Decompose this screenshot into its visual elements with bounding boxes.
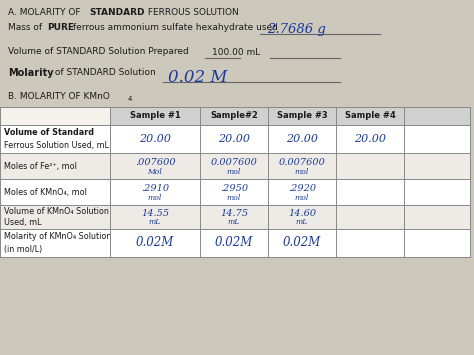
- Text: mol: mol: [227, 194, 241, 202]
- Text: FERROUS SOLUTION: FERROUS SOLUTION: [145, 8, 239, 17]
- Text: 0.02M: 0.02M: [136, 236, 174, 250]
- Text: Mass of: Mass of: [8, 23, 45, 32]
- Text: 2.7686 g: 2.7686 g: [267, 23, 326, 36]
- Text: 20.00: 20.00: [354, 134, 386, 144]
- Text: of STANDARD Solution: of STANDARD Solution: [52, 68, 156, 77]
- Text: Volume of Standard: Volume of Standard: [4, 129, 94, 137]
- Text: Ferrous Solution Used, mL: Ferrous Solution Used, mL: [4, 141, 109, 150]
- Text: 4: 4: [128, 96, 132, 102]
- Text: Moles of Fe²⁺, mol: Moles of Fe²⁺, mol: [4, 162, 77, 170]
- Text: Mol: Mol: [147, 168, 163, 176]
- Bar: [0, 153, 470, 179]
- Text: B. MOLARITY OF KMnO: B. MOLARITY OF KMnO: [8, 92, 110, 101]
- Text: mol: mol: [227, 168, 241, 176]
- Text: .2910: .2910: [141, 184, 169, 193]
- Text: A. MOLARITY OF: A. MOLARITY OF: [8, 8, 83, 17]
- Text: 14.60: 14.60: [288, 209, 316, 218]
- Text: 0.007600: 0.007600: [210, 158, 257, 166]
- Text: PURE: PURE: [47, 23, 74, 32]
- Text: Sample#2: Sample#2: [210, 111, 258, 120]
- Bar: [0, 229, 470, 257]
- Text: Molarity: Molarity: [8, 68, 54, 78]
- Text: Volume of STANDARD Solution Prepared: Volume of STANDARD Solution Prepared: [8, 47, 189, 56]
- Bar: [0, 125, 470, 153]
- Text: ferrous ammonium sulfate hexahydrate used: ferrous ammonium sulfate hexahydrate use…: [70, 23, 278, 32]
- Text: Moles of KMnO₄, mol: Moles of KMnO₄, mol: [4, 187, 87, 197]
- Text: 14.75: 14.75: [220, 209, 248, 218]
- Text: 14.55: 14.55: [141, 209, 169, 218]
- Bar: [0, 107, 470, 257]
- Text: (in mol/L): (in mol/L): [4, 245, 42, 254]
- Bar: [0, 179, 470, 205]
- Bar: [110, 107, 470, 125]
- Text: mL: mL: [228, 218, 240, 226]
- Text: 0.02 M: 0.02 M: [168, 69, 228, 86]
- Text: mol: mol: [295, 168, 309, 176]
- Text: 20.00: 20.00: [286, 134, 318, 144]
- Text: 0.007600: 0.007600: [279, 158, 326, 166]
- Text: .2950: .2950: [220, 184, 248, 193]
- Text: .007600: .007600: [135, 158, 175, 166]
- Text: 20.00: 20.00: [139, 134, 171, 144]
- Text: mol: mol: [295, 194, 309, 202]
- Text: Volume of KMnO₄ Solution: Volume of KMnO₄ Solution: [4, 207, 109, 216]
- Text: mL: mL: [296, 218, 308, 226]
- Text: mol: mol: [148, 194, 162, 202]
- Text: .2920: .2920: [288, 184, 316, 193]
- Text: 0.02M: 0.02M: [283, 236, 321, 250]
- Text: STANDARD: STANDARD: [89, 8, 145, 17]
- Text: Sample #4: Sample #4: [345, 111, 395, 120]
- Text: Sample #3: Sample #3: [277, 111, 328, 120]
- Text: 20.00: 20.00: [218, 134, 250, 144]
- Text: Sample #1: Sample #1: [129, 111, 181, 120]
- Text: mL: mL: [149, 218, 161, 226]
- Text: 0.02M: 0.02M: [215, 236, 253, 250]
- Text: Used, mL: Used, mL: [4, 218, 42, 227]
- Text: Molarity of KMnO₄ Solution: Molarity of KMnO₄ Solution: [4, 232, 111, 241]
- Text: 100.00 mL: 100.00 mL: [212, 48, 260, 57]
- Bar: [0, 205, 470, 229]
